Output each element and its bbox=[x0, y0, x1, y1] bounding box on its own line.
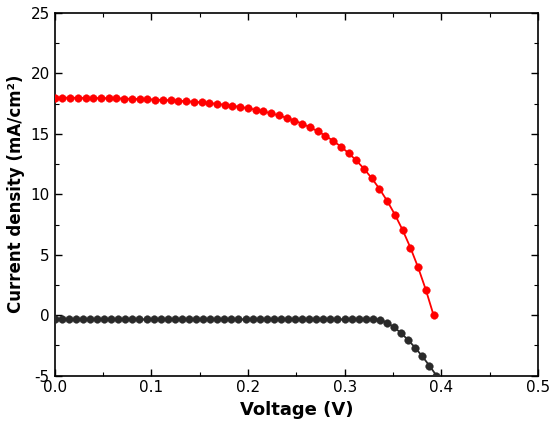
Y-axis label: Current density (mA/cm²): Current density (mA/cm²) bbox=[7, 75, 25, 314]
X-axis label: Voltage (V): Voltage (V) bbox=[240, 401, 353, 419]
